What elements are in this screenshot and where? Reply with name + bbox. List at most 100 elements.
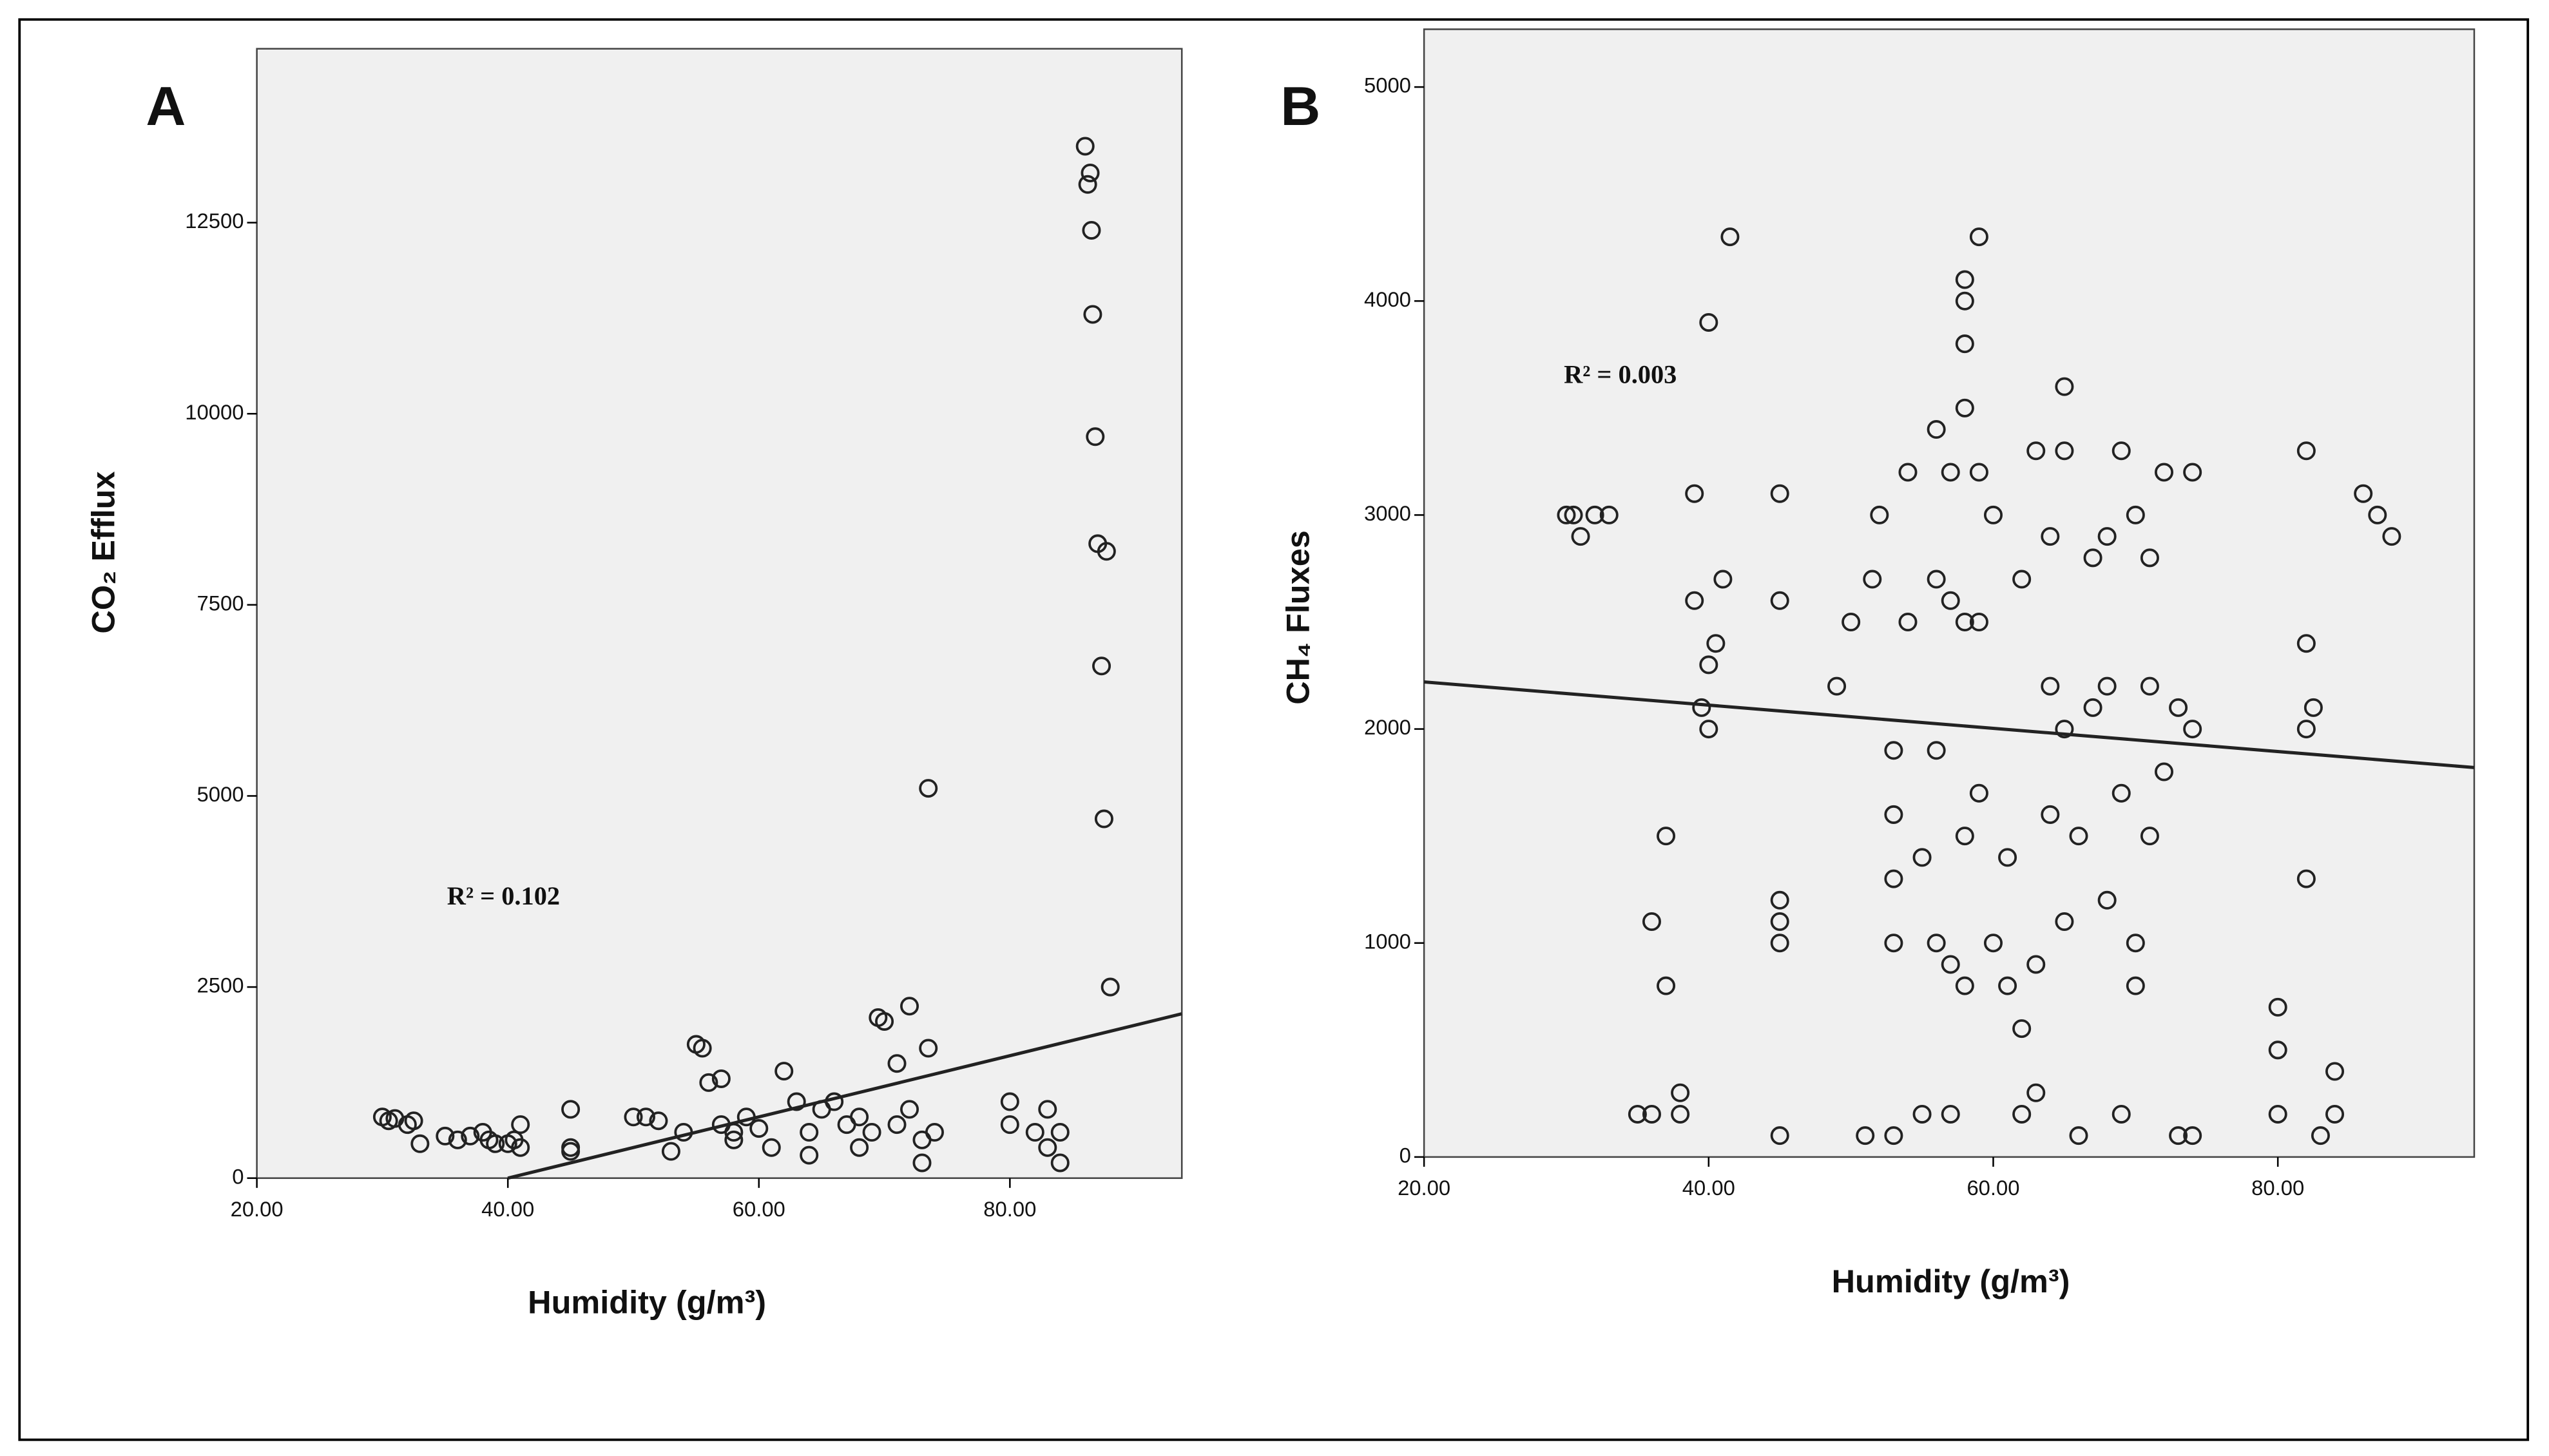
data-point	[2055, 912, 2074, 932]
data-point	[2069, 1126, 2088, 1145]
y-axis-label: CH₄ Fluxes	[1280, 530, 1316, 705]
data-point	[1642, 912, 1661, 932]
x-tick-label: 40.00	[481, 1197, 534, 1221]
data-point	[1969, 783, 1988, 803]
r-squared: R² = 0.102	[447, 881, 560, 910]
data-point	[1770, 912, 1789, 932]
y-tick-label: 4000	[1364, 287, 1411, 311]
data-point	[1955, 827, 1974, 846]
y-tick-label: 10000	[185, 400, 244, 424]
data-point	[1083, 305, 1102, 324]
data-point	[2041, 805, 2060, 824]
data-point	[404, 1111, 423, 1131]
data-point	[2012, 1019, 2032, 1039]
data-point	[636, 1107, 655, 1127]
y-tick-label: 3000	[1364, 501, 1411, 525]
data-point	[1969, 463, 1988, 482]
plot-area	[256, 48, 1183, 1179]
data-point	[900, 1100, 919, 1119]
data-point	[862, 1122, 881, 1142]
x-tick-label: 20.00	[1398, 1176, 1450, 1200]
data-point	[887, 1115, 907, 1135]
data-point	[1898, 463, 1918, 482]
data-point	[1050, 1122, 1070, 1142]
data-point	[1078, 175, 1097, 194]
data-point	[1884, 1126, 1903, 1145]
y-tick-label: 1000	[1364, 929, 1411, 953]
data-point	[1955, 976, 1974, 995]
data-point	[1564, 505, 1583, 524]
data-point	[1955, 612, 1974, 631]
data-point	[2097, 890, 2117, 910]
data-point	[1941, 591, 1960, 610]
data-point	[875, 1011, 894, 1031]
data-point	[900, 997, 919, 1016]
data-point	[2111, 783, 2131, 803]
data-point	[919, 779, 938, 798]
data-point	[2268, 1104, 2287, 1124]
data-point	[1770, 484, 1789, 503]
y-tick-label: 7500	[197, 591, 244, 615]
data-point	[912, 1153, 932, 1173]
data-point	[1571, 527, 1590, 546]
data-point	[2055, 377, 2074, 396]
data-point	[511, 1115, 530, 1135]
data-point	[1998, 848, 2017, 867]
data-point	[1863, 570, 1882, 589]
y-tick-label: 0	[232, 1164, 244, 1188]
data-point	[2382, 527, 2401, 546]
data-point	[561, 1100, 581, 1119]
data-point	[711, 1069, 731, 1088]
x-tick-label: 80.00	[2251, 1176, 2304, 1200]
data-point	[448, 1130, 467, 1149]
r-squared: R² = 0.003	[1564, 359, 1677, 388]
data-point	[2268, 997, 2287, 1017]
data-point	[1599, 505, 1619, 524]
data-point	[1955, 291, 1974, 311]
data-point	[1000, 1115, 1019, 1135]
data-point	[1657, 976, 1676, 995]
data-point	[2296, 634, 2316, 653]
data-point	[2126, 976, 2145, 995]
data-point	[2026, 441, 2046, 461]
x-tick-label: 80.00	[983, 1197, 1036, 1221]
data-point	[1898, 612, 1918, 631]
data-point	[887, 1054, 907, 1073]
data-point	[461, 1126, 480, 1145]
data-point	[1038, 1138, 1057, 1157]
data-point	[1983, 934, 2003, 953]
data-point	[410, 1134, 430, 1153]
data-point	[2069, 827, 2088, 846]
data-point	[699, 1073, 718, 1092]
x-tick-label: 40.00	[1682, 1176, 1735, 1200]
data-point	[2012, 1104, 2032, 1124]
y-tick-label: 2000	[1364, 715, 1411, 739]
panel-label: A	[146, 75, 186, 137]
data-point	[2041, 676, 2060, 696]
data-point	[624, 1107, 643, 1127]
data-point	[1585, 505, 1604, 524]
data-point	[1699, 312, 1718, 332]
data-point	[1706, 634, 1726, 653]
data-point	[1671, 1104, 1690, 1124]
data-point	[1713, 570, 1733, 589]
x-tick-label: 20.00	[231, 1197, 284, 1221]
data-point	[1642, 1104, 1661, 1124]
data-point	[1955, 334, 1974, 354]
data-point	[2183, 463, 2202, 482]
data-point	[2026, 955, 2046, 974]
x-tick-label: 60.00	[733, 1197, 785, 1221]
data-point	[2026, 1083, 2046, 1102]
data-point	[1050, 1153, 1070, 1173]
data-point	[1955, 270, 1974, 289]
data-point	[1685, 591, 1704, 610]
data-point	[661, 1142, 680, 1161]
data-point	[1969, 612, 1988, 631]
data-point	[1081, 163, 1100, 182]
data-point	[2154, 762, 2174, 781]
data-point	[850, 1138, 869, 1157]
data-point	[693, 1039, 712, 1058]
data-point	[1671, 1083, 1690, 1102]
data-point	[2154, 463, 2174, 482]
data-point	[925, 1122, 944, 1142]
